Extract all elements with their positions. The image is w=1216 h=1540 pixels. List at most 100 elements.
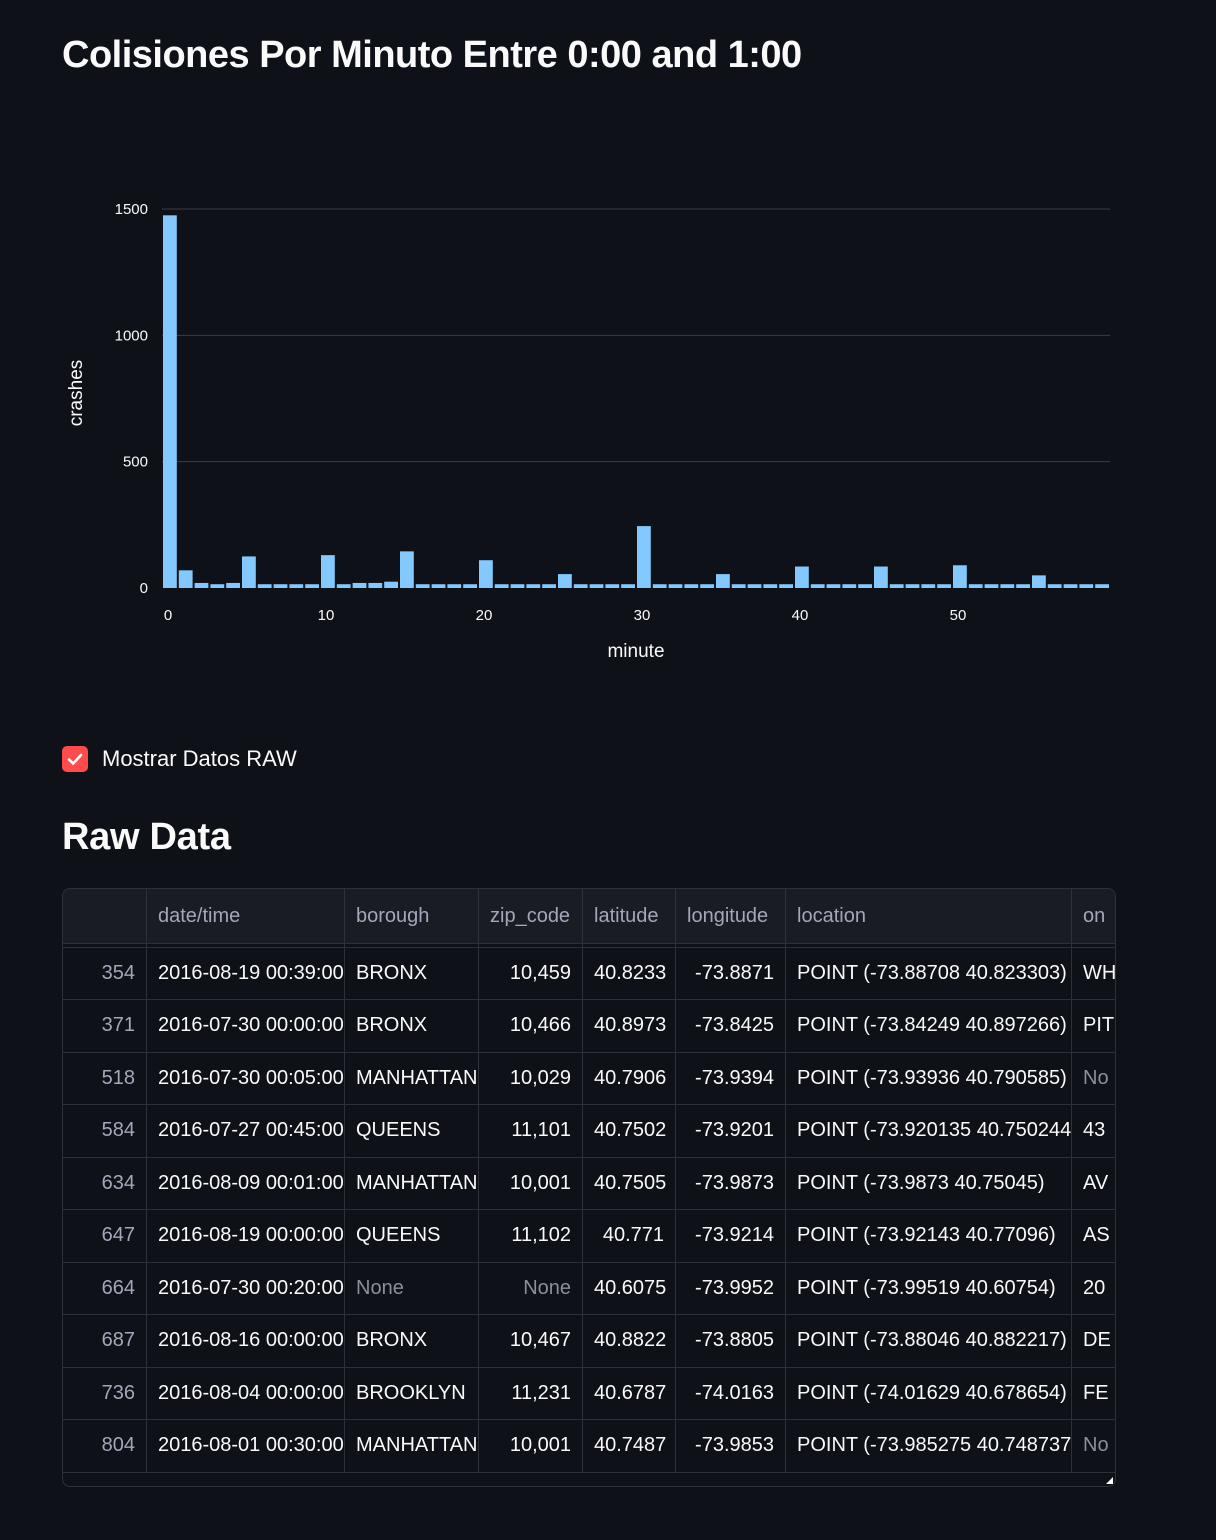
table-cell-index[interactable]: 584 (63, 1104, 147, 1157)
table-cell-index[interactable]: 518 (63, 1052, 147, 1105)
column-header-on[interactable]: on (1072, 889, 1116, 943)
table-cell-zip-code[interactable]: 10,029 (479, 1052, 583, 1105)
table-cell-borough[interactable]: QUEENS (345, 1104, 479, 1157)
table-cell-date-time[interactable]: 2016-07-30 00:20:00 (147, 1262, 345, 1315)
table-cell-zip-code[interactable]: 10,001 (479, 1419, 583, 1472)
table-cell-on[interactable]: 20 (1072, 1262, 1116, 1315)
table-cell-location[interactable]: POINT (-73.99519 40.60754) (786, 1262, 1072, 1315)
column-header-location[interactable]: location (786, 889, 1072, 943)
table-cell-longitude[interactable]: -73.9394 (676, 1052, 786, 1105)
table-cell-latitude[interactable]: 40.8973 (583, 999, 676, 1052)
table-cell-on[interactable]: WH (1072, 947, 1116, 1000)
table-cell-date-time[interactable]: 2016-08-01 00:30:00 (147, 1419, 345, 1472)
table-cell-latitude[interactable]: 40.771 (583, 1209, 676, 1262)
show-raw-checkbox[interactable]: Mostrar Datos RAW (62, 746, 297, 772)
table-cell-on[interactable]: FE (1072, 1367, 1116, 1420)
table-cell-longitude[interactable]: -73.8805 (676, 1314, 786, 1367)
table-cell-borough[interactable]: MANHATTAN (345, 1419, 479, 1472)
table-cell-borough[interactable]: BRONX (345, 999, 479, 1052)
table-cell-on[interactable]: AV (1072, 1157, 1116, 1210)
table-cell-longitude[interactable]: -73.9853 (676, 1419, 786, 1472)
table-cell-zip-code[interactable]: 11,101 (479, 1104, 583, 1157)
table-cell-latitude[interactable]: 40.6075 (583, 1262, 676, 1315)
table-cell-latitude[interactable]: 40.8233 (583, 947, 676, 1000)
column-header-index[interactable] (63, 889, 147, 943)
table-cell-longitude[interactable]: -73.9952 (676, 1262, 786, 1315)
table-cell-on[interactable]: No (1072, 1052, 1116, 1105)
table-cell-location[interactable]: POINT (-73.88046 40.882217) (786, 1314, 1072, 1367)
table-cell-zip-code[interactable]: 10,459 (479, 947, 583, 1000)
table-cell-location[interactable]: POINT (-73.9873 40.75045) (786, 1157, 1072, 1210)
table-cell-location[interactable]: POINT (-74.01629 40.678654) (786, 1367, 1072, 1420)
table-row[interactable]: 647 2016-08-19 00:00:00 QUEENS 11,102 40.771… (63, 1209, 1115, 1263)
table-cell-latitude[interactable]: 40.8822 (583, 1314, 676, 1367)
table-row[interactable]: 804 2016-08-01 00:30:00 MANHATTAN 10,001 40.… (63, 1419, 1115, 1473)
table-cell-location[interactable]: POINT (-73.84249 40.897266) (786, 999, 1072, 1052)
table-cell-index[interactable]: 647 (63, 1209, 147, 1262)
table-row[interactable]: 371 2016-07-30 00:00:00 BRONX 10,466 40.8973… (63, 999, 1115, 1053)
table-cell-index[interactable]: 687 (63, 1314, 147, 1367)
table-cell-date-time[interactable]: 2016-08-19 00:00:00 (147, 1209, 345, 1262)
table-row[interactable]: 664 2016-07-30 00:20:00 None None 40.6075 -73… (63, 1262, 1115, 1316)
table-cell-index[interactable]: 664 (63, 1262, 147, 1315)
resize-handle-icon[interactable] (1106, 1477, 1113, 1484)
table-cell-date-time[interactable]: 2016-08-16 00:00:00 (147, 1314, 345, 1367)
checkbox-checked-icon[interactable] (62, 746, 88, 772)
table-row[interactable]: 584 2016-07-27 00:45:00 QUEENS 11,101 40.750… (63, 1104, 1115, 1158)
table-cell-location[interactable]: POINT (-73.92143 40.77096) (786, 1209, 1072, 1262)
table-row[interactable]: 518 2016-07-30 00:05:00 MANHATTAN 10,029 40.… (63, 1052, 1115, 1106)
table-cell-index[interactable]: 371 (63, 999, 147, 1052)
table-cell-borough[interactable]: MANHATTAN (345, 1157, 479, 1210)
table-cell-index[interactable]: 354 (63, 947, 147, 1000)
table-cell-latitude[interactable]: 40.7487 (583, 1419, 676, 1472)
table-cell-longitude[interactable]: -74.0163 (676, 1367, 786, 1420)
table-cell-on[interactable]: DE (1072, 1314, 1116, 1367)
table-cell-borough[interactable]: QUEENS (345, 1209, 479, 1262)
table-row[interactable]: 354 2016-08-19 00:39:00 BRONX 10,459 40.8233… (63, 947, 1115, 1001)
table-cell-location[interactable]: POINT (-73.93936 40.790585) (786, 1052, 1072, 1105)
table-cell-index[interactable]: 736 (63, 1367, 147, 1420)
table-cell-latitude[interactable]: 40.6787 (583, 1367, 676, 1420)
table-cell-zip-code[interactable]: 10,001 (479, 1157, 583, 1210)
table-cell-latitude[interactable]: 40.7502 (583, 1104, 676, 1157)
column-header-zip-code[interactable]: zip_code (479, 889, 583, 943)
data-table[interactable]: 3132016-08-15 00:42:00BROOKLYN11,21740.6… (62, 888, 1116, 1487)
column-header-longitude[interactable]: longitude (676, 889, 786, 943)
table-row[interactable]: 634 2016-08-09 00:01:00 MANHATTAN 10,001 40.… (63, 1157, 1115, 1211)
table-cell-latitude[interactable]: 40.7906 (583, 1052, 676, 1105)
table-row[interactable]: 736 2016-08-04 00:00:00 BROOKLYN 11,231 40.6… (63, 1367, 1115, 1421)
table-cell-borough[interactable]: BROOKLYN (345, 1367, 479, 1420)
table-cell-zip-code[interactable]: 11,231 (479, 1367, 583, 1420)
table-cell-longitude[interactable]: -73.9201 (676, 1104, 786, 1157)
table-cell-zip-code[interactable]: None (479, 1262, 583, 1315)
table-cell-on[interactable]: AS (1072, 1209, 1116, 1262)
table-cell-on[interactable]: PIT (1072, 999, 1116, 1052)
table-cell-longitude[interactable]: -73.8871 (676, 947, 786, 1000)
column-header-date-time[interactable]: date/time (147, 889, 345, 943)
table-cell-index[interactable]: 634 (63, 1157, 147, 1210)
table-cell-borough[interactable]: BRONX (345, 947, 479, 1000)
table-cell-zip-code[interactable]: 10,467 (479, 1314, 583, 1367)
table-cell-date-time[interactable]: 2016-07-30 00:00:00 (147, 999, 345, 1052)
table-cell-zip-code[interactable]: 10,466 (479, 999, 583, 1052)
table-cell-borough[interactable]: None (345, 1262, 479, 1315)
table-cell-date-time[interactable]: 2016-08-09 00:01:00 (147, 1157, 345, 1210)
table-cell-date-time[interactable]: 2016-08-04 00:00:00 (147, 1367, 345, 1420)
table-cell-location[interactable]: POINT (-73.920135 40.750244) (786, 1104, 1072, 1157)
table-cell-longitude[interactable]: -73.8425 (676, 999, 786, 1052)
table-cell-location[interactable]: POINT (-73.985275 40.748737) (786, 1419, 1072, 1472)
table-cell-on[interactable]: No (1072, 1419, 1116, 1472)
table-cell-borough[interactable]: MANHATTAN (345, 1052, 479, 1105)
table-cell-date-time[interactable]: 2016-07-27 00:45:00 (147, 1104, 345, 1157)
table-row[interactable]: 687 2016-08-16 00:00:00 BRONX 10,467 40.8822… (63, 1314, 1115, 1368)
table-cell-borough[interactable]: BRONX (345, 1314, 479, 1367)
table-cell-on[interactable]: 43 (1072, 1104, 1116, 1157)
table-cell-zip-code[interactable]: 11,102 (479, 1209, 583, 1262)
table-cell-longitude[interactable]: -73.9873 (676, 1157, 786, 1210)
column-header-borough[interactable]: borough (345, 889, 479, 943)
table-cell-date-time[interactable]: 2016-08-19 00:39:00 (147, 947, 345, 1000)
table-cell-latitude[interactable]: 40.7505 (583, 1157, 676, 1210)
table-cell-index[interactable]: 804 (63, 1419, 147, 1472)
table-cell-date-time[interactable]: 2016-07-30 00:05:00 (147, 1052, 345, 1105)
table-cell-longitude[interactable]: -73.9214 (676, 1209, 786, 1262)
